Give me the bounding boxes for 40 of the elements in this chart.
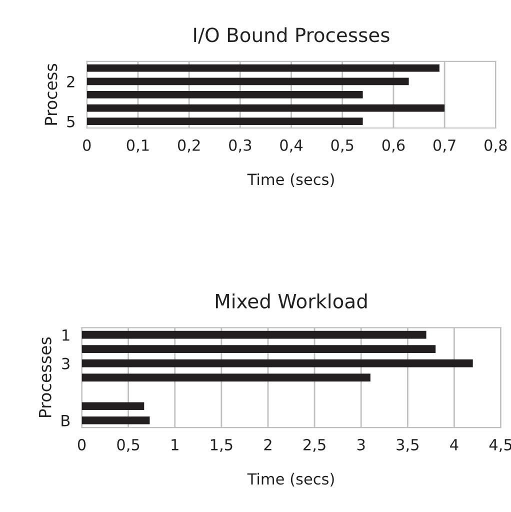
x-tick-label: 4: [450, 439, 458, 450]
y-axis-title: Process: [44, 64, 58, 125]
x-axis-title: Time (secs): [247, 472, 334, 486]
x-tick-label: 1: [172, 439, 178, 450]
x-tick-label: 0,4: [280, 139, 303, 152]
y-tick-label: B: [62, 415, 70, 426]
y-tick-label: 2: [67, 76, 74, 88]
bar: [86, 118, 363, 126]
x-tick-label: 0: [83, 139, 91, 151]
y-tick-label: 5: [67, 116, 74, 128]
y-tick-label: 3: [62, 358, 70, 370]
bar: [86, 91, 363, 98]
x-tick-label: 3: [357, 438, 365, 450]
x-tick-label: 0,5: [117, 438, 140, 452]
x-tick-label: 0,3: [229, 139, 252, 152]
bar: [82, 402, 144, 410]
x-tick-label: 0,2: [178, 139, 200, 152]
y-axis-title: Processes: [38, 337, 52, 418]
bar: [82, 416, 150, 424]
bar: [82, 345, 436, 353]
bar: [82, 330, 426, 339]
x-tick-label: 0,6: [382, 139, 405, 152]
x-tick-label: 0,1: [126, 139, 149, 152]
x-tick-label: 1,5: [210, 439, 232, 452]
bar: [86, 78, 409, 86]
bar: [82, 374, 370, 382]
x-tick-label: 2: [264, 438, 272, 450]
chart-title: Mixed Workload: [216, 293, 367, 309]
bar: [82, 359, 473, 368]
x-tick-label: 0: [78, 438, 86, 450]
x-tick-label: 3,5: [396, 438, 418, 452]
bar: [86, 64, 440, 72]
bar: [86, 104, 445, 112]
x-tick-label: 2,5: [304, 438, 326, 452]
x-tick-label: 0,7: [433, 139, 456, 152]
chart-title: I/O Bound Processes: [194, 27, 390, 44]
x-tick-label: 0,5: [331, 139, 354, 152]
y-tick-label: 1: [62, 329, 70, 341]
x-axis-title: Time (secs): [247, 173, 334, 187]
x-tick-label: 0,8: [484, 139, 507, 152]
